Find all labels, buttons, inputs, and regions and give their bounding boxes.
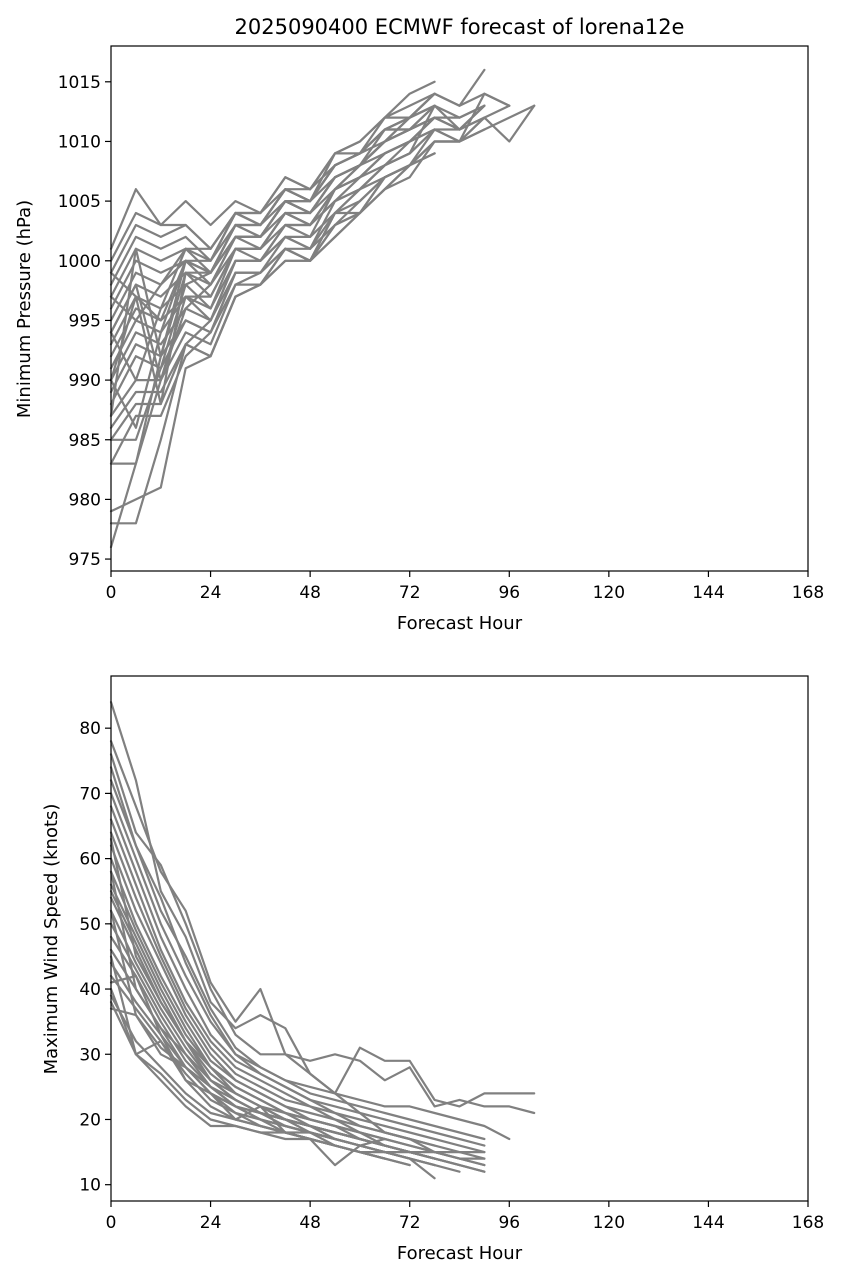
pressure-y-tick-label: 990 [69,371,101,391]
pressure-y-tick-label: 985 [69,431,101,451]
pressure-member-line-29 [109,116,436,417]
pressure-x-tick-label: 24 [200,583,222,603]
pressure-y-axis-label: Minimum Pressure (hPa) [14,200,35,418]
pressure-x-axis-label: Forecast Hour [397,613,523,634]
wind-member-line-3 [109,753,536,1108]
wind-axes: 0 24 48 72 96 120 144 168 10 20 30 40 50 60 70 80 [79,675,824,1233]
wind-member-line-2 [109,740,536,1115]
wind-y-axis-label: Maximum Wind Speed (knots) [41,804,62,1075]
pressure-x-tick-label: 144 [692,583,724,603]
pressure-y-tick-label: 1015 [58,73,101,93]
pressure-y-tick-label: 1000 [58,252,101,272]
wind-series-group [109,700,536,1180]
wind-member-line-26 [109,955,436,1167]
wind-member-line-10 [109,857,486,1167]
pressure-y-tick-label: 995 [69,311,101,331]
wind-x-tick-label: 96 [498,1213,520,1233]
wind-y-tick-label: 60 [79,850,101,870]
pressure-panel: 2025090400 ECMWF forecast of lorena12e F… [14,15,824,634]
pressure-member-line-30 [109,116,436,382]
wind-member-line-5 [109,792,486,1141]
wind-panel: Forecast Hour Maximum Wind Speed (knots)… [41,675,824,1264]
wind-y-tick-label: 50 [79,915,101,935]
wind-y-tick-label: 70 [79,784,101,804]
wind-x-tick-label: 0 [106,1213,117,1233]
wind-y-tick-label: 20 [79,1110,101,1130]
pressure-axes: 0 24 48 72 96 120 144 168 975 980 985 990 995 1000 100… [58,45,824,603]
wind-y-tick-label: 30 [79,1045,101,1065]
wind-x-tick-label: 24 [200,1213,222,1233]
wind-y-tick-label: 40 [79,980,101,1000]
wind-x-tick-label: 168 [792,1213,824,1233]
pressure-x-tick-label: 168 [792,583,824,603]
wind-member-line-1 [109,700,486,1160]
pressure-member-line-26 [109,92,436,322]
pressure-member-line-19 [109,104,436,513]
wind-plot-frame [110,675,809,1202]
wind-x-tick-label: 120 [593,1213,625,1233]
pressure-x-tick-label: 72 [399,583,421,603]
pressure-member-line-27 [109,104,436,322]
pressure-plot-frame [110,45,809,572]
pressure-y-tick-label: 980 [69,490,101,510]
wind-y-tick-label: 10 [79,1176,101,1196]
wind-member-line-29 [109,837,436,1160]
pressure-x-tick-label: 0 [106,583,117,603]
pressure-series-group [109,68,536,549]
pressure-y-tick-label: 1005 [58,192,101,212]
pressure-y-tick-label: 975 [69,550,101,570]
wind-x-tick-label: 48 [299,1213,321,1233]
wind-x-axis-label: Forecast Hour [397,1243,523,1264]
wind-member-line-7 [109,818,486,1154]
wind-y-tick-label: 80 [79,719,101,739]
pressure-x-tick-label: 96 [498,583,520,603]
pressure-x-tick-label: 120 [593,583,625,603]
chart-title: 2025090400 ECMWF forecast of lorena12e [235,15,685,39]
pressure-y-tick-label: 1010 [58,132,101,152]
pressure-x-tick-label: 48 [299,583,321,603]
wind-member-line-30 [109,766,436,1147]
wind-x-tick-label: 72 [399,1213,421,1233]
wind-x-tick-label: 144 [692,1213,724,1233]
wind-member-line-24 [109,1000,411,1167]
